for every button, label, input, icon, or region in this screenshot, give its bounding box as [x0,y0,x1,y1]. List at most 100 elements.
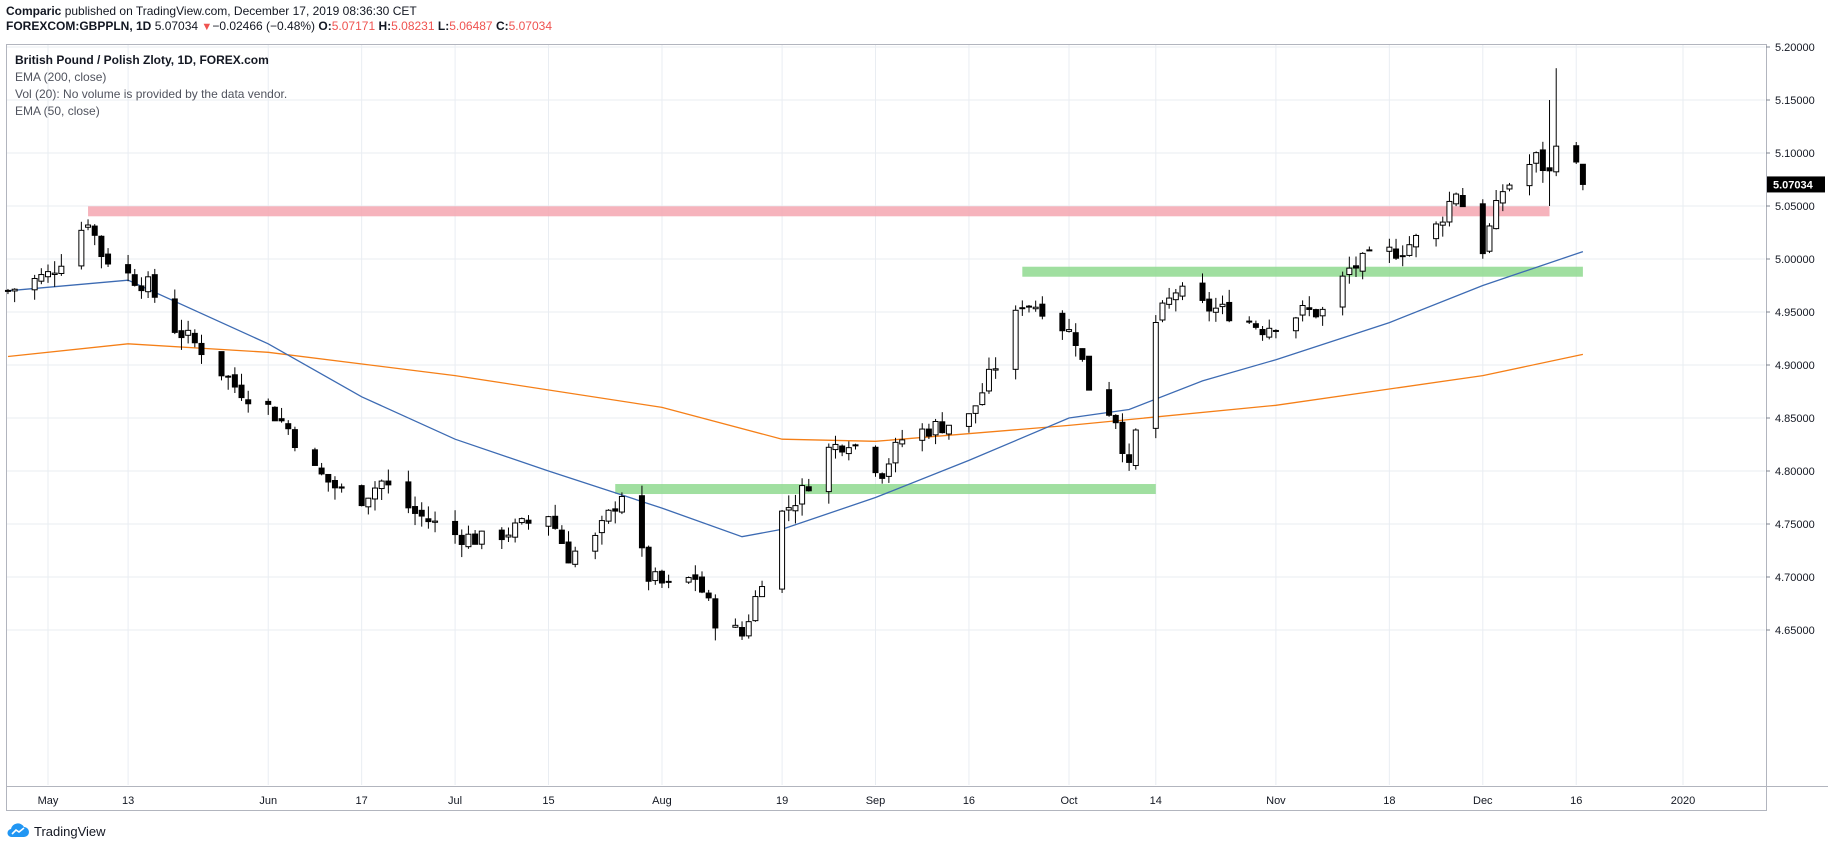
candle [1159,300,1166,323]
candle [779,509,786,593]
candle [385,469,392,494]
low-label: L: [437,19,450,33]
candle [1539,141,1546,183]
candle [792,494,799,524]
candle [1359,252,1366,280]
price-tick-label: 4.95000 [1775,307,1815,319]
candle [592,532,599,560]
candle-body [1039,303,1046,317]
resistance-zone[interactable] [88,206,1550,217]
grid-lines [7,45,1765,785]
price-tick-label: 5.20000 [1775,42,1815,54]
candle-body [985,368,992,392]
candle [1453,192,1460,207]
candle [105,248,112,267]
candle [739,621,746,640]
candle-body [598,520,605,534]
candle [1079,348,1086,362]
ema50-line[interactable] [7,250,1584,538]
time-tick-label: Jul [448,795,462,807]
candle-body [512,522,519,538]
candle-body [1126,454,1133,463]
candle-body [592,534,599,552]
candle [1526,154,1533,196]
candle [979,383,986,406]
candle-body [792,505,799,512]
candle-body [498,529,505,541]
candle [972,405,979,424]
candle-body [145,276,152,293]
chart-legend: British Pound / Polish Zloty, 1D, FOREX.… [15,53,287,118]
price-tick-label: 4.90000 [1775,360,1815,372]
candle [1573,142,1580,164]
candle [1479,199,1486,259]
candle [412,496,419,526]
candle-body [51,272,58,275]
candle-body [1446,200,1453,223]
candle-body [779,510,786,590]
candle [418,502,425,527]
candle [151,268,158,303]
candle-body [1032,306,1039,310]
candle-body [365,497,372,508]
candle [1059,310,1066,340]
candle [1386,238,1393,263]
candle-body [505,534,512,538]
legend-ema50[interactable]: EMA (50, close) [15,104,100,118]
candle [1292,316,1299,339]
support-zone-lower[interactable] [615,484,1156,495]
support-zone-upper[interactable] [1022,266,1583,277]
candle-body [11,288,18,292]
candle [1493,190,1500,230]
candle [732,618,739,628]
candle [612,501,619,524]
candle-body [291,429,298,449]
candle [805,478,812,492]
candle [31,274,38,300]
candle [885,458,892,483]
candle-body [925,428,932,437]
candle [171,289,178,335]
candle [1459,187,1466,208]
candle-body [1312,309,1319,318]
candle [919,423,926,452]
candle-body [1299,305,1306,316]
ema200-line[interactable] [7,343,1584,442]
price-tick-label: 4.65000 [1775,625,1815,637]
candle-body [739,627,746,637]
candle [759,580,766,598]
price-tick-label: 4.75000 [1775,519,1815,531]
candle [605,509,612,524]
publisher-name[interactable]: Comparic [6,4,62,18]
candle-body [805,486,812,492]
legend-vol[interactable]: Vol (20): No volume is provided by the d… [15,87,287,101]
candle-body [58,265,65,274]
candle [1019,300,1026,316]
candle-body [705,592,712,599]
legend-ema200[interactable]: EMA (200, close) [15,70,106,84]
candle-body [1106,389,1113,416]
candle [458,529,465,558]
candle-body [892,441,899,464]
time-tick-label: 2020 [1671,795,1695,807]
candle-body [552,515,559,529]
candle [98,235,105,269]
candle-body [278,418,285,422]
candle [932,418,939,445]
candle-body [1066,329,1073,332]
candle [1199,273,1206,304]
candle [1486,223,1493,254]
high-value: 5.08231 [391,19,435,33]
candle [1086,355,1093,391]
footer-brand[interactable]: TradingView [34,823,106,839]
candle-body [852,444,859,447]
candle-body [191,332,198,344]
candle-body [91,225,98,236]
candle [278,407,285,423]
candle [1119,413,1126,463]
candle [545,515,552,536]
candle-body [572,550,579,565]
tradingview-cloud-icon[interactable] [6,823,30,839]
candle [85,219,92,231]
